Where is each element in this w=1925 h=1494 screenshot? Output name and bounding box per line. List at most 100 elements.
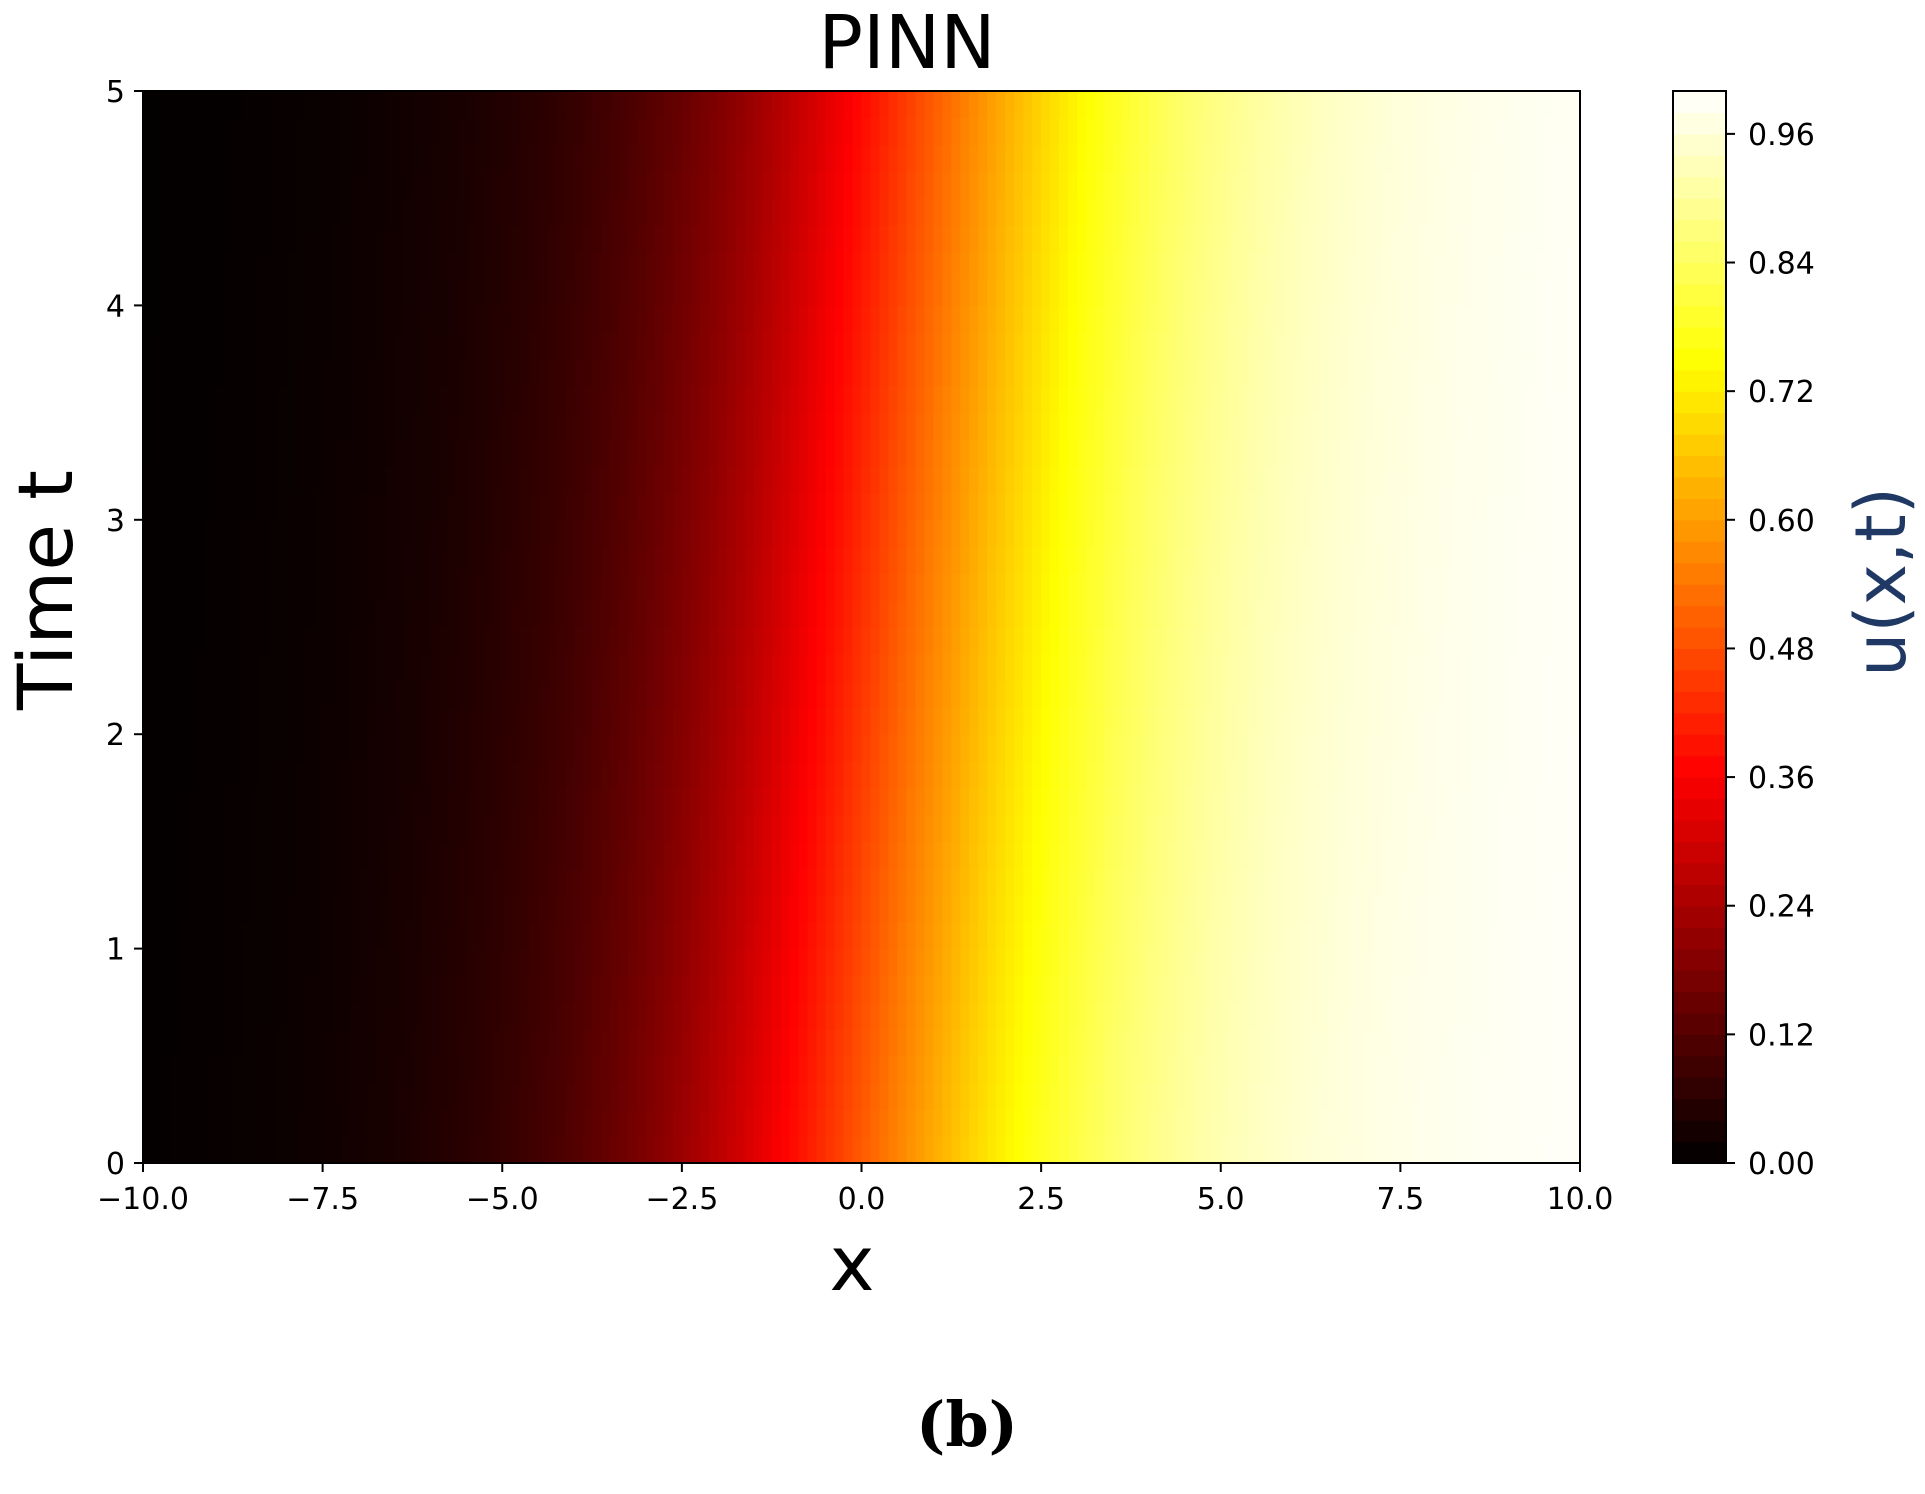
- heatmap-cell: [538, 546, 548, 574]
- heatmap-cell: [448, 814, 458, 842]
- heatmap-cell: [1175, 546, 1186, 574]
- heatmap-cell: [1346, 787, 1357, 816]
- heatmap-cell: [178, 466, 189, 494]
- heatmap-cell: [1274, 385, 1285, 414]
- heatmap-cell: [205, 573, 216, 601]
- heatmap-cell: [762, 787, 773, 816]
- heatmap-cell: [1310, 868, 1321, 896]
- heatmap-cell: [1068, 841, 1078, 869]
- heatmap-cell: [1508, 680, 1518, 708]
- heatmap-cell: [1032, 680, 1042, 708]
- heatmap-cell: [1490, 1082, 1500, 1110]
- heatmap-cell: [1382, 734, 1392, 762]
- heatmap-cell: [340, 600, 351, 628]
- heatmap-cell: [789, 519, 800, 548]
- heatmap-cell: [331, 680, 342, 708]
- heatmap-cell: [1121, 841, 1132, 869]
- heatmap-cell: [214, 895, 225, 923]
- heatmap-cell: [457, 680, 467, 708]
- heatmap-cell: [1139, 895, 1150, 923]
- heatmap-cell: [924, 1002, 934, 1030]
- heatmap-cell: [1310, 385, 1321, 414]
- heatmap-cell: [538, 761, 548, 789]
- heatmap-cell: [304, 653, 315, 682]
- heatmap-cell: [1481, 1136, 1491, 1164]
- heatmap-cell: [753, 573, 764, 601]
- heatmap-cell: [232, 653, 243, 682]
- heatmap-cell: [825, 1109, 836, 1137]
- heatmap-cell: [358, 761, 369, 789]
- heatmap-cell: [1103, 600, 1114, 628]
- heatmap-cell: [403, 305, 414, 333]
- heatmap-cell: [169, 653, 180, 682]
- heatmap-cell: [205, 385, 216, 414]
- heatmap-cell: [1373, 814, 1384, 842]
- heatmap-cell: [645, 1082, 656, 1110]
- heatmap-cell: [556, 948, 566, 976]
- heatmap-cell: [1238, 734, 1249, 762]
- heatmap-cell: [627, 439, 638, 467]
- heatmap-cell: [1499, 1082, 1509, 1110]
- heatmap-cell: [574, 921, 584, 950]
- heatmap-cell: [1418, 921, 1428, 950]
- heatmap-cell: [502, 680, 512, 708]
- heatmap-cell: [1400, 600, 1410, 628]
- heatmap-cell: [601, 573, 611, 601]
- heatmap-cell: [421, 332, 431, 360]
- heatmap-cell: [1068, 921, 1078, 950]
- heatmap-cell: [1014, 948, 1024, 976]
- heatmap-cell: [268, 359, 279, 387]
- heatmap-cell: [807, 653, 818, 682]
- heatmap-cell: [888, 466, 899, 494]
- heatmap-cell: [151, 412, 162, 440]
- heatmap-cell: [1346, 921, 1357, 950]
- heatmap-cell: [1265, 1082, 1276, 1110]
- heatmap-cell: [1193, 761, 1204, 789]
- heatmap-cell: [205, 1002, 216, 1030]
- heatmap-cell: [511, 734, 521, 762]
- heatmap-cell: [933, 680, 943, 708]
- heatmap-cell: [1310, 814, 1321, 842]
- heatmap-cell: [394, 627, 405, 655]
- heatmap-cell: [547, 948, 557, 976]
- heatmap-cell: [358, 787, 369, 816]
- heatmap-cell: [933, 600, 943, 628]
- heatmap-cell: [1463, 841, 1473, 869]
- heatmap-cell: [1193, 895, 1204, 923]
- heatmap-cell: [187, 921, 198, 950]
- heatmap-cell: [1391, 948, 1401, 976]
- heatmap-cell: [268, 761, 279, 789]
- heatmap-cell: [798, 1136, 809, 1164]
- heatmap-cell: [232, 1055, 243, 1084]
- heatmap-cell: [547, 546, 557, 574]
- heatmap-cell: [412, 841, 423, 869]
- heatmap-cell: [592, 921, 602, 950]
- heatmap-cell: [286, 921, 297, 950]
- heatmap-cell: [502, 1029, 512, 1057]
- heatmap-cell: [187, 1109, 198, 1137]
- heatmap-cell: [1517, 814, 1527, 842]
- heatmap-cell: [502, 787, 512, 816]
- heatmap-cell: [960, 627, 970, 655]
- heatmap-cell: [987, 385, 997, 414]
- heatmap-cell: [268, 439, 279, 467]
- heatmap-cell: [1148, 1109, 1159, 1137]
- heatmap-cell: [448, 385, 458, 414]
- heatmap-cell: [412, 814, 423, 842]
- heatmap-cell: [1355, 653, 1366, 682]
- heatmap-cell: [645, 412, 656, 440]
- heatmap-cell: [1544, 787, 1554, 816]
- heatmap-cell: [466, 1136, 476, 1164]
- heatmap-cell: [1130, 1029, 1141, 1057]
- heatmap-cell: [1319, 546, 1330, 574]
- heatmap-cell: [1544, 1055, 1554, 1084]
- heatmap-cell: [1355, 412, 1366, 440]
- heatmap-cell: [1463, 895, 1473, 923]
- heatmap-cell: [906, 573, 916, 601]
- heatmap-cell: [1373, 573, 1384, 601]
- heatmap-cell: [322, 1109, 333, 1137]
- heatmap-cell: [978, 546, 988, 574]
- heatmap-cell: [439, 787, 449, 816]
- heatmap-cell: [241, 412, 252, 440]
- heatmap-cell: [1202, 439, 1213, 467]
